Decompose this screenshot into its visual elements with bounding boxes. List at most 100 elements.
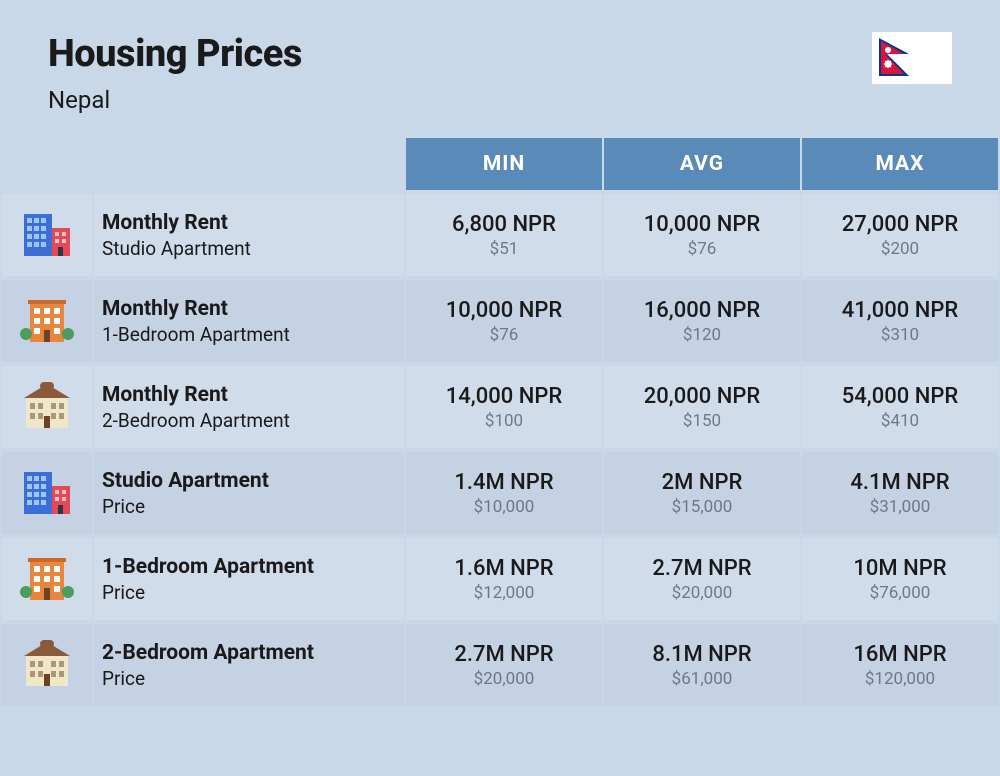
pricing-table: MIN AVG MAX Monthly Rent Studio Apartmen… [0, 134, 1000, 710]
min-usd: $51 [414, 239, 594, 259]
row-icon-cell [2, 624, 92, 706]
row-icon-cell [2, 194, 92, 276]
table-row: Studio Apartment Price 1.4M NPR $10,000 … [2, 452, 998, 534]
house-cream-icon [20, 378, 74, 432]
building-orange-icon [20, 292, 74, 346]
avg-cell: 16,000 NPR $120 [604, 280, 800, 362]
max-cell: 10M NPR $76,000 [802, 538, 998, 620]
max-usd: $120,000 [810, 669, 990, 689]
column-header-avg: AVG [604, 138, 800, 190]
avg-npr: 2M NPR [612, 470, 792, 495]
header: Housing Prices Nepal [0, 0, 1000, 134]
min-cell: 1.4M NPR $10,000 [406, 452, 602, 534]
min-usd: $12,000 [414, 583, 594, 603]
avg-npr: 20,000 NPR [612, 384, 792, 409]
country-flag [872, 32, 952, 84]
avg-usd: $61,000 [612, 669, 792, 689]
max-usd: $76,000 [810, 583, 990, 603]
row-subtitle: 2-Bedroom Apartment [102, 409, 396, 432]
max-usd: $410 [810, 411, 990, 431]
max-cell: 16M NPR $120,000 [802, 624, 998, 706]
table-row: Monthly Rent Studio Apartment 6,800 NPR … [2, 194, 998, 276]
max-usd: $31,000 [810, 497, 990, 517]
min-npr: 2.7M NPR [414, 642, 594, 667]
max-npr: 27,000 NPR [810, 212, 990, 237]
column-header-min: MIN [406, 138, 602, 190]
header-empty-label [94, 138, 404, 190]
avg-npr: 10,000 NPR [612, 212, 792, 237]
column-header-max: MAX [802, 138, 998, 190]
max-cell: 4.1M NPR $31,000 [802, 452, 998, 534]
min-usd: $76 [414, 325, 594, 345]
avg-cell: 2.7M NPR $20,000 [604, 538, 800, 620]
min-usd: $20,000 [414, 669, 594, 689]
buildings-blue-red-icon [20, 464, 74, 518]
avg-cell: 20,000 NPR $150 [604, 366, 800, 448]
row-icon-cell [2, 452, 92, 534]
country-name: Nepal [48, 86, 302, 114]
max-cell: 54,000 NPR $410 [802, 366, 998, 448]
min-npr: 6,800 NPR [414, 212, 594, 237]
min-npr: 1.6M NPR [414, 556, 594, 581]
row-title: Monthly Rent [102, 297, 396, 321]
avg-usd: $120 [612, 325, 792, 345]
table-row: Monthly Rent 1-Bedroom Apartment 10,000 … [2, 280, 998, 362]
row-subtitle: 1-Bedroom Apartment [102, 323, 396, 346]
min-usd: $10,000 [414, 497, 594, 517]
row-title: Monthly Rent [102, 383, 396, 407]
avg-usd: $76 [612, 239, 792, 259]
avg-npr: 2.7M NPR [612, 556, 792, 581]
row-title: Monthly Rent [102, 211, 396, 235]
header-empty-icon [2, 138, 92, 190]
max-usd: $310 [810, 325, 990, 345]
min-npr: 10,000 NPR [414, 298, 594, 323]
min-npr: 1.4M NPR [414, 470, 594, 495]
building-orange-icon [20, 550, 74, 604]
min-cell: 14,000 NPR $100 [406, 366, 602, 448]
row-icon-cell [2, 366, 92, 448]
max-npr: 41,000 NPR [810, 298, 990, 323]
max-usd: $200 [810, 239, 990, 259]
avg-npr: 16,000 NPR [612, 298, 792, 323]
min-cell: 6,800 NPR $51 [406, 194, 602, 276]
row-subtitle: Price [102, 581, 396, 604]
house-cream-icon [20, 636, 74, 690]
avg-cell: 2M NPR $15,000 [604, 452, 800, 534]
max-npr: 54,000 NPR [810, 384, 990, 409]
table-row: 1-Bedroom Apartment Price 1.6M NPR $12,0… [2, 538, 998, 620]
row-label-cell: Monthly Rent 2-Bedroom Apartment [94, 366, 404, 448]
table-header-row: MIN AVG MAX [2, 138, 998, 190]
buildings-blue-red-icon [20, 206, 74, 260]
row-title: 2-Bedroom Apartment [102, 641, 396, 665]
avg-usd: $20,000 [612, 583, 792, 603]
row-subtitle: Price [102, 495, 396, 518]
min-npr: 14,000 NPR [414, 384, 594, 409]
avg-cell: 10,000 NPR $76 [604, 194, 800, 276]
page-title: Housing Prices [48, 32, 302, 76]
min-cell: 2.7M NPR $20,000 [406, 624, 602, 706]
avg-usd: $150 [612, 411, 792, 431]
row-title: 1-Bedroom Apartment [102, 555, 396, 579]
row-icon-cell [2, 280, 92, 362]
row-subtitle: Studio Apartment [102, 237, 396, 260]
min-usd: $100 [414, 411, 594, 431]
row-label-cell: Monthly Rent Studio Apartment [94, 194, 404, 276]
table-row: Monthly Rent 2-Bedroom Apartment 14,000 … [2, 366, 998, 448]
min-cell: 10,000 NPR $76 [406, 280, 602, 362]
row-label-cell: Monthly Rent 1-Bedroom Apartment [94, 280, 404, 362]
max-npr: 4.1M NPR [810, 470, 990, 495]
avg-usd: $15,000 [612, 497, 792, 517]
avg-cell: 8.1M NPR $61,000 [604, 624, 800, 706]
min-cell: 1.6M NPR $12,000 [406, 538, 602, 620]
max-npr: 10M NPR [810, 556, 990, 581]
row-icon-cell [2, 538, 92, 620]
row-label-cell: Studio Apartment Price [94, 452, 404, 534]
avg-npr: 8.1M NPR [612, 642, 792, 667]
row-label-cell: 1-Bedroom Apartment Price [94, 538, 404, 620]
row-label-cell: 2-Bedroom Apartment Price [94, 624, 404, 706]
max-npr: 16M NPR [810, 642, 990, 667]
table-row: 2-Bedroom Apartment Price 2.7M NPR $20,0… [2, 624, 998, 706]
max-cell: 27,000 NPR $200 [802, 194, 998, 276]
max-cell: 41,000 NPR $310 [802, 280, 998, 362]
row-subtitle: Price [102, 667, 396, 690]
